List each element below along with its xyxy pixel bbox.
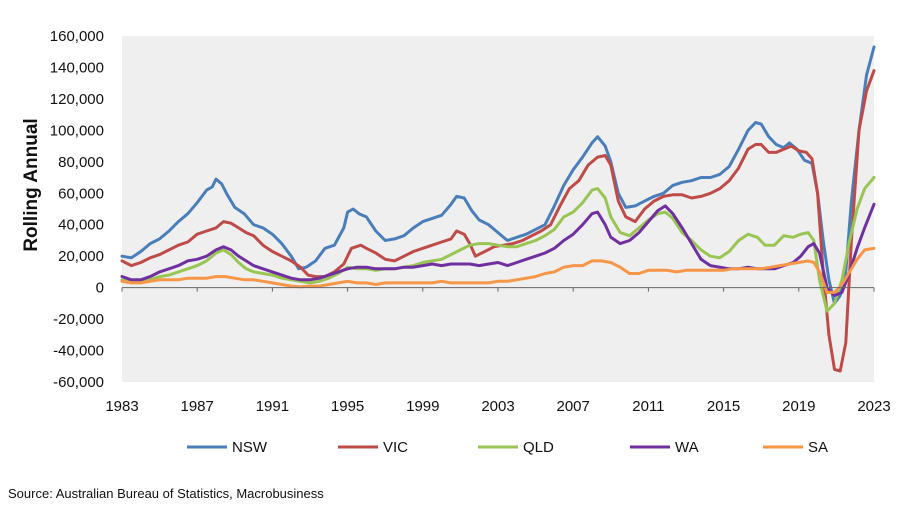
y-tick-label: -40,000 [53,343,104,360]
x-axis-ticks: 1983 1987 1991 1995 1999 2003 2007 2011 2015 2019… [105,287,891,415]
y-axis-ticks: 160,000 140,000 120,000 100,000 80,000 60,000… [50,28,104,391]
y-tick-label: 60,000 [58,185,104,202]
y-axis-label: Rolling Annual [21,118,42,251]
legend-label-qld: QLD [523,439,554,456]
legend: NSW VIC QLD WA SA [187,439,828,456]
plot-area [122,36,874,382]
series-line-qld [120,176,876,313]
legend-label-nsw: NSW [232,439,268,456]
y-tick-label: 0 [96,280,104,297]
x-tick-label: 2015 [707,398,740,415]
x-tick-label: 2011 [632,398,664,415]
series-line-vic [120,69,876,373]
legend-label-vic: VIC [383,439,408,456]
series-line-nsw [120,45,876,305]
y-tick-label: 140,000 [50,59,104,76]
source-note: Source: Australian Bureau of Statistics,… [8,486,324,501]
x-tick-label: 2023 [857,398,890,415]
x-tick-label: 1983 [105,398,138,415]
y-tick-label: 80,000 [58,154,104,171]
x-tick-label: 2019 [782,398,815,415]
x-tick-label: 1991 [256,398,289,415]
y-tick-label: 160,000 [50,28,104,45]
y-tick-label: 40,000 [58,217,104,234]
x-tick-label: 2003 [481,398,514,415]
legend-label-wa: WA [675,439,699,456]
x-tick-label: 1987 [181,398,214,415]
legend-label-sa: SA [808,439,828,456]
y-tick-label: 20,000 [58,248,104,265]
y-tick-label: -60,000 [53,374,104,391]
series-line-sa [120,246,876,294]
series-lines [120,45,876,373]
x-tick-label: 2007 [557,398,590,415]
y-tick-label: -20,000 [53,311,104,328]
x-tick-label: 1999 [406,398,439,415]
x-tick-label: 1995 [331,398,364,415]
y-tick-label: 100,000 [50,122,104,139]
y-tick-label: 120,000 [50,91,104,108]
